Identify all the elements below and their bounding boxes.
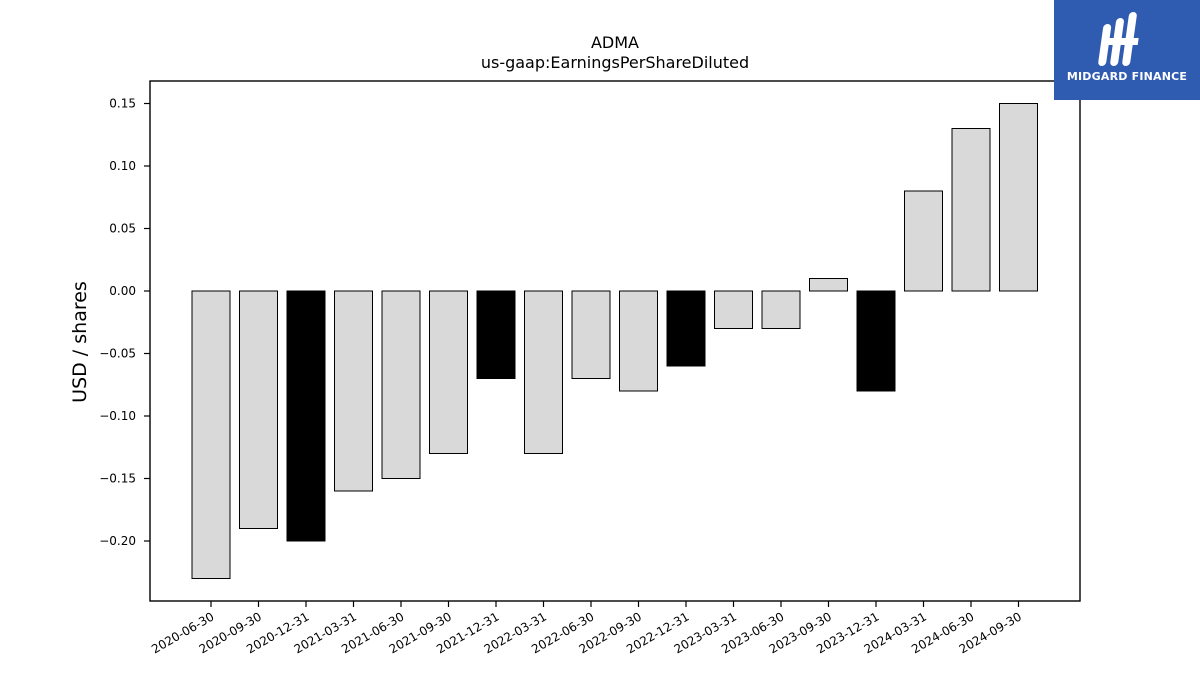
bar-2020-12-31 xyxy=(286,290,326,542)
chart-title: ADMA xyxy=(591,33,639,52)
y-tick-label: 0.15 xyxy=(109,97,136,111)
bar-2021-03-31 xyxy=(334,290,373,492)
bar-2021-12-31 xyxy=(476,290,516,379)
bar-2023-12-31 xyxy=(856,290,896,392)
bar-2023-09-30 xyxy=(809,278,848,292)
y-tick-label: 0.10 xyxy=(109,159,136,173)
bar-2022-12-31 xyxy=(666,290,706,367)
bar-2021-06-30 xyxy=(381,290,421,479)
midgard-logo-icon xyxy=(1098,12,1139,66)
x-axis: 2020-06-302020-09-302020-12-312021-03-31… xyxy=(149,601,1024,656)
bar-2024-03-31 xyxy=(904,190,943,292)
logo-text: MIDGARD FINANCE xyxy=(1066,70,1188,83)
y-axis: −0.20 −0.15 −0.10 −0.05 0.00 0.05 0.10 0.15 xyxy=(99,97,150,548)
bar-2021-09-30 xyxy=(429,290,468,454)
bar-2023-03-31 xyxy=(714,290,753,329)
bars-group xyxy=(191,103,1038,579)
plot-frame xyxy=(149,80,1081,602)
bar-2020-09-30 xyxy=(239,290,278,529)
bar-2022-06-30 xyxy=(571,290,611,379)
bar-2023-06-30 xyxy=(761,290,801,329)
y-tick-label: −0.20 xyxy=(99,534,136,548)
y-tick-label: 0.05 xyxy=(109,222,136,236)
bar-2022-03-31 xyxy=(524,290,563,454)
y-tick-label: −0.15 xyxy=(99,472,136,486)
y-tick-label: −0.05 xyxy=(99,347,136,361)
bar-2022-09-30 xyxy=(619,290,658,392)
chart-subtitle: us-gaap:EarningsPerShareDiluted xyxy=(481,53,749,72)
bar-2020-06-30 xyxy=(191,290,231,579)
bar-2024-06-30 xyxy=(951,128,991,292)
midgard-finance-logo: MIDGARD FINANCE xyxy=(1054,0,1200,100)
y-axis-label: USD / shares xyxy=(69,281,91,403)
bar-2024-09-30 xyxy=(999,103,1038,292)
y-tick-label: 0.00 xyxy=(109,284,136,298)
y-tick-label: −0.10 xyxy=(99,409,136,423)
